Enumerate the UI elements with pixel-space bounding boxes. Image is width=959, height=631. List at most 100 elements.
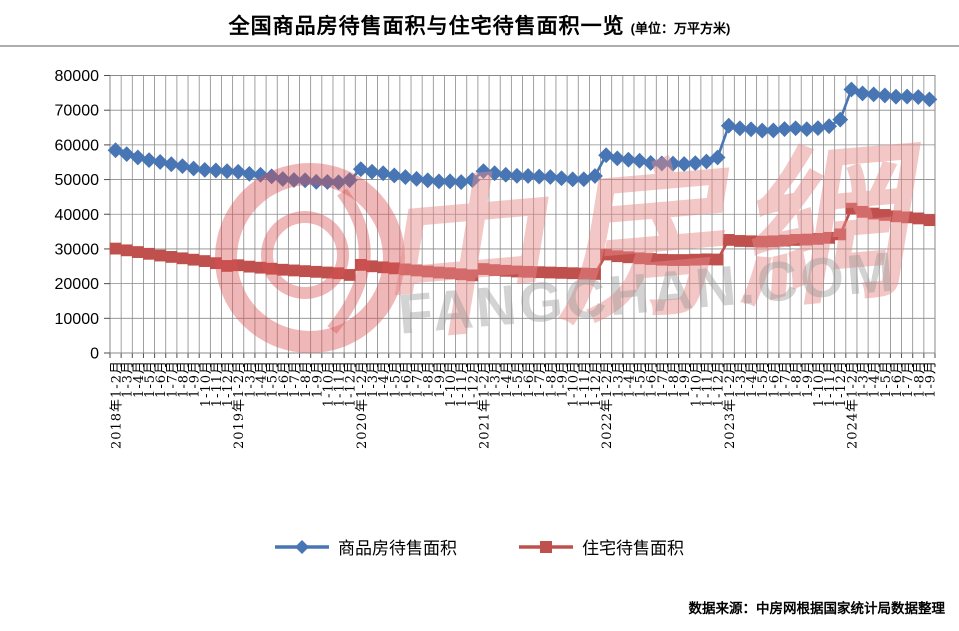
data-point-diamond <box>776 121 793 137</box>
data-point-diamond <box>475 163 492 180</box>
x-tick-label: 1-10月 <box>812 360 827 407</box>
x-tick-label: 1-5月 <box>879 360 894 398</box>
data-point-diamond <box>587 168 603 184</box>
x-tick-label: 1-12月 <box>834 360 849 407</box>
data-point-diamond <box>921 91 938 108</box>
x-tick-label: 1-5月 <box>143 360 158 398</box>
data-point-diamond <box>642 155 659 171</box>
data-point-square <box>834 228 847 241</box>
data-point-square <box>589 268 601 280</box>
data-point-diamond <box>821 118 837 135</box>
data-point-diamond <box>375 165 392 182</box>
data-point-diamond <box>520 168 536 184</box>
data-point-square <box>187 253 200 266</box>
data-point-diamond <box>297 172 314 189</box>
x-tick-label: 1-7月 <box>288 360 303 398</box>
data-point-diamond <box>665 155 681 172</box>
x-tick-label: 1-3月 <box>611 360 626 398</box>
x-tick-label: 1-3月 <box>734 360 749 398</box>
x-tick-label: 1-7月 <box>778 360 793 398</box>
data-point-diamond <box>876 87 893 104</box>
x-tick-label: 1-8月 <box>667 360 682 398</box>
data-point-square <box>711 253 724 266</box>
square-marker-icon <box>519 540 573 553</box>
data-point-square <box>299 265 312 278</box>
x-tick-label: 1-11月 <box>578 360 593 407</box>
legend-label-commercial: 商品房待售面积 <box>338 539 457 559</box>
x-tick-label: 1-8月 <box>790 360 805 398</box>
data-point-diamond <box>787 120 804 137</box>
data-point-square <box>131 246 144 258</box>
x-tick-label: 1-4月 <box>622 360 637 398</box>
title-divider <box>0 45 959 47</box>
chart-title-text: 全国商品房待售面积与住宅待售面积一览 <box>228 15 625 38</box>
data-point-diamond <box>865 86 882 103</box>
x-tick-label: 1-9月 <box>310 360 325 398</box>
x-tick-label: 1-10月 <box>321 360 336 407</box>
y-tick-label: 0 <box>90 346 99 363</box>
data-point-square <box>198 255 211 267</box>
data-point-diamond <box>163 156 180 173</box>
x-tick-label: 1-4月 <box>868 360 883 398</box>
x-tick-label: 1-9月 <box>923 360 938 398</box>
data-point-diamond <box>709 149 726 166</box>
x-tick-label: 1-9月 <box>556 360 571 398</box>
y-tick-label: 10000 <box>55 311 100 328</box>
x-tick-label: 1-12月 <box>589 360 604 407</box>
data-point-diamond <box>464 172 481 188</box>
y-tick-label: 30000 <box>55 241 100 258</box>
data-point-diamond <box>196 161 213 178</box>
data-point-diamond <box>230 163 247 180</box>
data-point-diamond <box>531 168 548 185</box>
x-tick-label: 2018年1-2月 <box>110 360 125 449</box>
data-point-diamond <box>241 165 258 182</box>
legend-item-residential: 住宅待售面积 <box>519 534 684 559</box>
data-point-square <box>343 269 356 281</box>
y-tick-label: 40000 <box>55 207 100 224</box>
x-tick-label: 2019年1-2月 <box>232 360 247 449</box>
x-tick-label: 1-12月 <box>344 360 359 407</box>
data-point-diamond <box>252 166 269 183</box>
data-point-diamond <box>352 161 369 178</box>
data-point-diamond <box>631 152 648 169</box>
chart-title-unit: (单位：万平方米) <box>630 21 731 36</box>
x-tick-label: 1-11月 <box>700 360 715 407</box>
x-tick-label: 1-10月 <box>199 360 214 407</box>
data-point-diamond <box>386 167 403 184</box>
x-tick-label: 2020年1-2月 <box>355 360 370 449</box>
data-point-square <box>143 247 155 260</box>
data-point-diamond <box>720 117 737 134</box>
data-point-diamond <box>509 167 525 184</box>
x-tick-label: 1-5月 <box>511 360 526 398</box>
data-point-diamond <box>743 121 759 138</box>
x-tick-label: 1-5月 <box>388 360 403 398</box>
data-point-square <box>923 214 936 227</box>
x-tick-label: 2021年1-2月 <box>477 360 492 449</box>
x-tick-label: 1-5月 <box>756 360 771 398</box>
x-tick-label: 1-4月 <box>377 360 392 398</box>
x-tick-label: 1-12月 <box>712 360 727 407</box>
x-tick-label: 1-6月 <box>522 360 537 398</box>
data-point-diamond <box>263 168 280 185</box>
data-point-diamond <box>397 169 414 185</box>
x-tick-label: 1-3月 <box>121 360 136 398</box>
x-tick-label: 1-11月 <box>333 360 348 407</box>
x-tick-label: 1-7月 <box>165 360 180 398</box>
x-tick-label: 1-9月 <box>678 360 693 398</box>
y-tick-label: 60000 <box>55 137 100 154</box>
x-tick-label: 1-10月 <box>567 360 582 407</box>
data-point-diamond <box>542 169 559 185</box>
data-point-diamond <box>208 162 224 179</box>
x-tick-label: 2023年1-2月 <box>723 360 738 449</box>
x-tick-label: 1-6月 <box>767 360 782 398</box>
chart-legend: 商品房待售面积 住宅待售面积 <box>0 534 959 559</box>
data-point-diamond <box>609 150 626 167</box>
data-point-diamond <box>286 172 302 188</box>
x-tick-label: 1-9月 <box>801 360 816 398</box>
data-point-diamond <box>442 173 458 190</box>
data-point-diamond <box>564 171 581 188</box>
data-point-diamond <box>653 155 670 172</box>
y-tick-label: 50000 <box>55 172 100 189</box>
x-tick-label: 1-6月 <box>890 360 905 398</box>
